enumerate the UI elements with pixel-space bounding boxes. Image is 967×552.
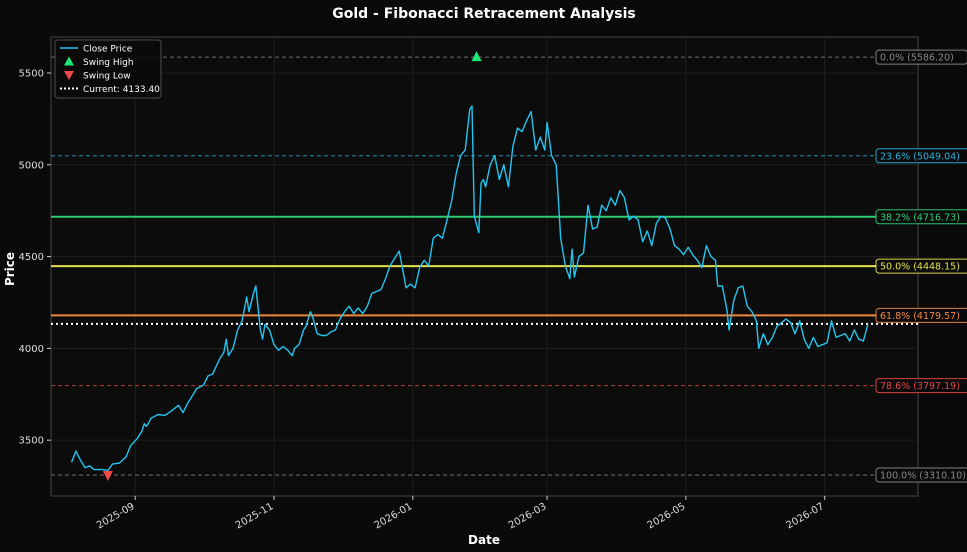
fib-level-label: 38.2% (4716.73): [880, 212, 960, 223]
x-axis-label: Date: [468, 533, 500, 547]
fib-level-label-box: [875, 49, 967, 65]
fib-level-label: 61.8% (4179.57): [880, 311, 960, 322]
legend-label: Swing High: [83, 58, 134, 68]
close-price-line: [70, 105, 869, 472]
legend-label: Close Price: [83, 45, 133, 55]
y-tick-label: 4500: [19, 252, 44, 263]
swing-high-marker: [471, 51, 482, 62]
legend-box: [54, 39, 162, 99]
fib-level-label: 23.6% (5049.04): [880, 151, 960, 162]
legend-swatch-triangle-up: [64, 56, 74, 66]
y-axis-label: Price: [3, 252, 17, 286]
fib-level-label-box: [875, 148, 967, 164]
fib-level-label: 100.0% (3310.10): [880, 471, 966, 482]
swing-markers: [102, 51, 482, 482]
fib-level-label-box: [875, 307, 967, 323]
fib-level-label-box: [875, 209, 967, 225]
legend-label: Swing Low: [83, 72, 131, 82]
fib-level-label-box: [875, 467, 967, 483]
y-tick-label: 5000: [19, 160, 44, 171]
fib-level-label: 50.0% (4448.15): [880, 262, 960, 273]
fib-level-label: 0.0% (5586.20): [880, 53, 954, 64]
legend: Close Price Swing High Swing Low Current: 4…: [54, 39, 162, 99]
y-tick-label: 3500: [19, 436, 44, 447]
fib-level-label-box: [875, 378, 967, 394]
fib-level-label: 78.6% (3797.19): [880, 381, 960, 392]
swing-low-marker: [102, 471, 113, 482]
legend-swatch-triangle-down: [64, 71, 74, 80]
fib-levels: 0.0% (5586.20) 23.6% (5049.04) 38.2% (4716…: [51, 49, 967, 483]
fib-level-label-box: [875, 258, 967, 274]
legend-label: Current: 4133.40: [83, 85, 160, 95]
y-tick-label: 4000: [19, 344, 44, 355]
series-layer: [70, 105, 869, 472]
chart-title: Gold - Fibonacci Retracement Analysis: [332, 6, 636, 22]
y-tick-label: 5500: [19, 68, 44, 79]
